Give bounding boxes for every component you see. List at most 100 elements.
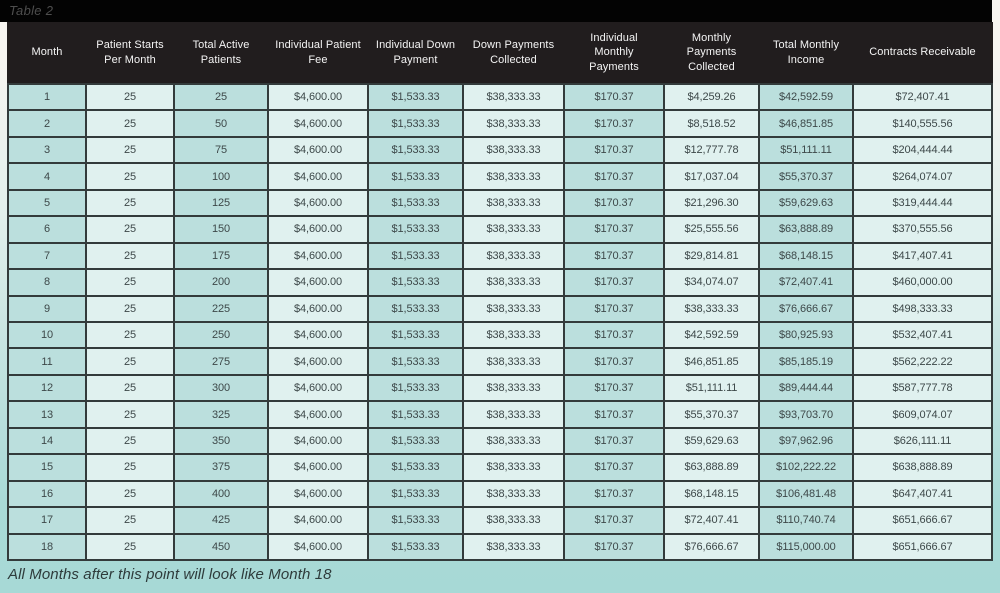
table-cell: $38,333.33 [464,217,563,242]
table-cell: 11 [9,349,85,374]
table-cell: $1,533.33 [369,164,462,189]
table-cell: $63,888.89 [760,217,852,242]
table-cell: $204,444.44 [854,137,991,163]
table-cell: $4,259.26 [665,85,758,110]
table-cell: $170.37 [565,111,663,136]
table-cell: 225 [175,296,267,321]
table-cell: 18 [9,534,85,559]
table-cell: $1,533.33 [369,455,462,480]
table-cell: 200 [175,270,267,295]
table-cell: 325 [175,402,267,427]
table-body: 1 25 25 $4,600.00 $1,533.33 $38,333.33 $170.37… [7,83,993,561]
table-cell: $102,222.22 [760,455,852,480]
table-cell: 10 [9,323,85,348]
table-cell: $1,533.33 [369,243,462,269]
table-cell: 25 [87,375,173,401]
table-cell: $68,148.15 [665,481,758,507]
table-cell: 25 [87,296,173,321]
table-cell: $170.37 [565,243,663,269]
header-cell: Month [9,24,85,81]
table-cell: 4 [9,164,85,189]
header-cell: Monthly Payments Collected [665,24,758,81]
table-cell: $38,333.33 [464,508,563,533]
table-cell: $93,703.70 [760,402,852,427]
table-header-row: Month Patient Starts Per Month Total Activ… [7,22,993,83]
table-cell: $4,600.00 [269,323,367,348]
table-cell: $42,592.59 [665,323,758,348]
table-cell: 100 [175,164,267,189]
table-cell: $38,333.33 [464,85,563,110]
table-cell: $170.37 [565,270,663,295]
table-cell: 25 [87,243,173,269]
table-cell: $170.37 [565,217,663,242]
table-cell: $626,111.11 [854,428,991,454]
table-cell: $4,600.00 [269,375,367,401]
table-cell: $42,592.59 [760,85,852,110]
table-cell: 175 [175,243,267,269]
header-cell: Contracts Receivable [854,24,991,81]
table-cell: $59,629.63 [760,190,852,216]
table-cell: $460,000.00 [854,270,991,295]
table-cell: $170.37 [565,164,663,189]
table-cell: 25 [87,137,173,163]
table-cell: 425 [175,508,267,533]
table-cell: $1,533.33 [369,111,462,136]
table-cell: $38,333.33 [464,481,563,507]
table-cell: $264,074.07 [854,164,991,189]
table-cell: $170.37 [565,481,663,507]
table-cell: $38,333.33 [464,455,563,480]
table-cell: $46,851.85 [760,111,852,136]
table-footnote: All Months after this point will look li… [8,566,332,583]
table-cell: 12 [9,375,85,401]
table-cell: $110,740.74 [760,508,852,533]
table-cell: 6 [9,217,85,242]
table-cell: 400 [175,481,267,507]
table-cell: $1,533.33 [369,323,462,348]
table-cell: $72,407.41 [665,508,758,533]
table-cell: $1,533.33 [369,375,462,401]
table-cell: $4,600.00 [269,137,367,163]
table-cell: $498,333.33 [854,296,991,321]
table-cell: $17,037.04 [665,164,758,189]
table-cell: 1 [9,85,85,110]
table-cell: $4,600.00 [269,455,367,480]
table-cell: $38,333.33 [464,323,563,348]
header-cell: Total Active Patients [175,24,267,81]
table-cell: $68,148.15 [760,243,852,269]
table-cell: $647,407.41 [854,481,991,507]
table-cell: $1,533.33 [369,402,462,427]
table-cell: $170.37 [565,428,663,454]
table-cell: 25 [87,455,173,480]
table-cell: $1,533.33 [369,85,462,110]
table-cell: 13 [9,402,85,427]
table-cell: 25 [87,402,173,427]
table-cell: $1,533.33 [369,270,462,295]
table-cell: $4,600.00 [269,270,367,295]
table-cell: $51,111.11 [665,375,758,401]
table-cell: $38,333.33 [464,534,563,559]
table-cell: 2 [9,111,85,136]
table-cell: 25 [87,85,173,110]
table-cell: $38,333.33 [464,375,563,401]
table-cell: $170.37 [565,455,663,480]
table-cell: $4,600.00 [269,243,367,269]
table-cell: $170.37 [565,85,663,110]
table-cell: $85,185.19 [760,349,852,374]
table-cell: $21,296.30 [665,190,758,216]
table-cell: 450 [175,534,267,559]
table-cell: $106,481.48 [760,481,852,507]
table-cell: $140,555.56 [854,111,991,136]
table-cell: 5 [9,190,85,216]
table-cell: $38,333.33 [665,296,758,321]
table-cell: $170.37 [565,534,663,559]
table-cell: 25 [87,270,173,295]
table-cell: 25 [87,323,173,348]
table-cell: 25 [87,111,173,136]
table-cell: $532,407.41 [854,323,991,348]
table-cell: $587,777.78 [854,375,991,401]
table-cell: 17 [9,508,85,533]
table-cell: 25 [87,481,173,507]
table-cell: $38,333.33 [464,111,563,136]
table-cell: 25 [87,190,173,216]
